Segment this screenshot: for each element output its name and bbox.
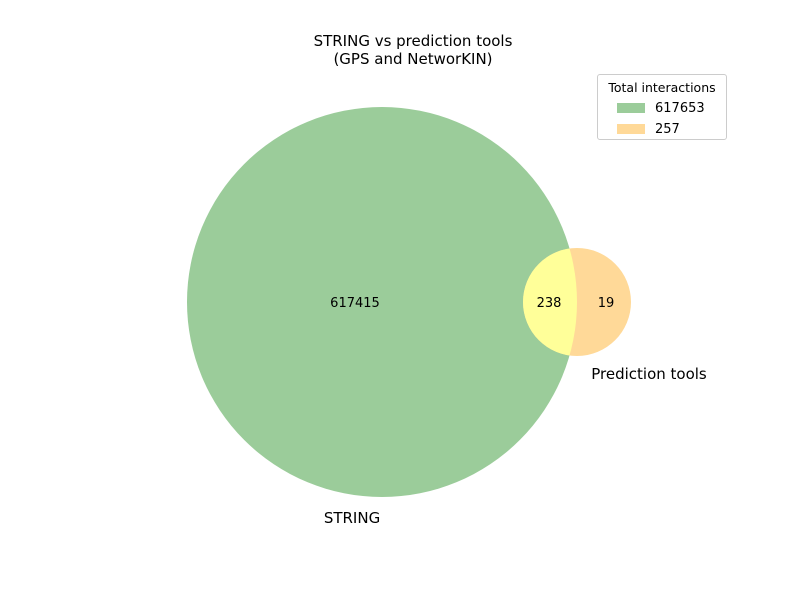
string-set-circle [187,107,577,497]
legend-label-prediction: 257 [655,121,680,137]
chart-title-line2: (GPS and NetworKIN) [333,50,493,68]
legend: Total interactions 617653 257 [597,74,727,140]
prediction-set-label: Prediction tools [591,365,707,383]
legend-entry-prediction: 257 [617,121,680,137]
legend-swatch-string [617,103,645,113]
string-set-label: STRING [324,509,380,527]
string-only-count: 617415 [330,296,380,311]
legend-title: Total interactions [608,80,716,95]
chart-title-line1: STRING vs prediction tools [313,32,513,50]
legend-swatch-prediction [617,124,645,134]
intersection-region [523,248,577,356]
legend-entry-string: 617653 [617,100,705,116]
legend-label-string: 617653 [655,100,705,116]
intersection-count: 238 [537,296,562,311]
prediction-only-count: 19 [598,296,615,311]
